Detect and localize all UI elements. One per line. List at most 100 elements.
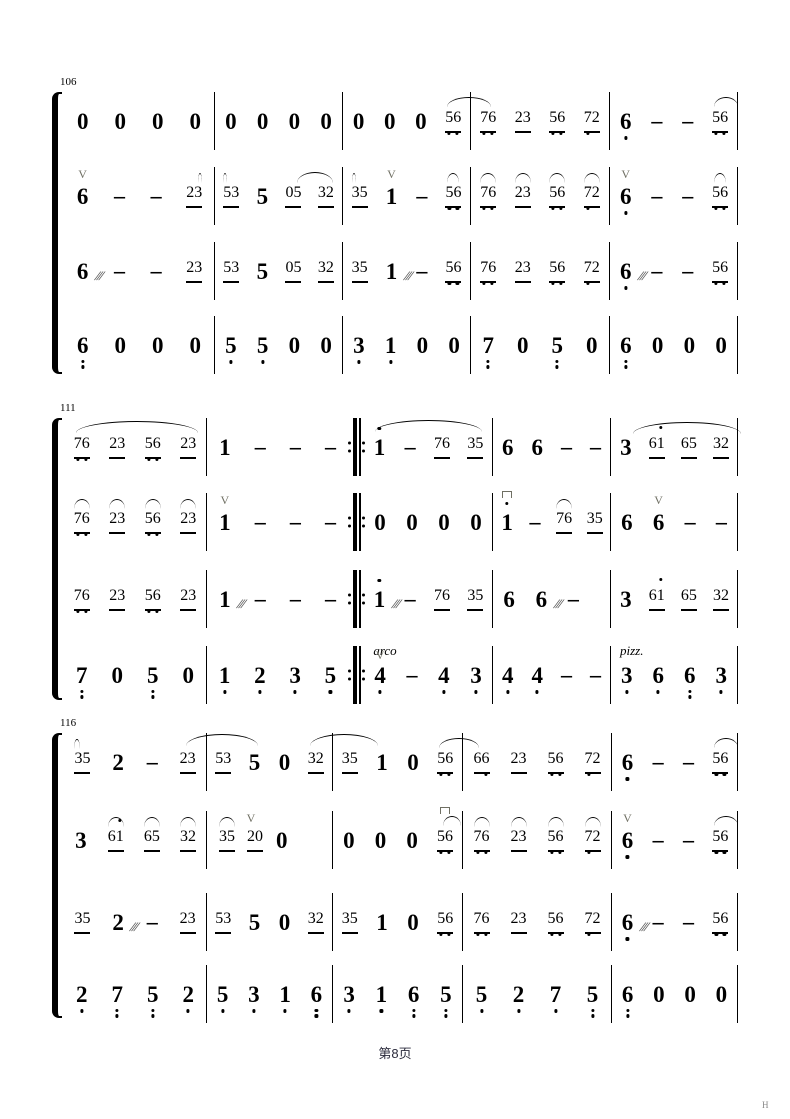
measure[interactable]: 1 – 7 6 3 5: [364, 418, 492, 476]
measure[interactable]: 7 6 2 3 5 6 7 2: [470, 167, 609, 225]
measure[interactable]: 4 arco V – 4 3: [364, 644, 492, 704]
measure[interactable]: 3 1 0 0: [342, 316, 470, 374]
measure[interactable]: 7 6 2 3 5 6 7 2: [470, 242, 609, 300]
up-bow-icon: V: [654, 492, 663, 507]
measure[interactable]: 3 5 2/// – 2 3: [64, 893, 206, 951]
measure[interactable]: 3 5 1 0 5 6: [332, 893, 462, 951]
measure[interactable]: 1/// – – –: [206, 570, 348, 628]
note: 5: [549, 259, 557, 285]
beamed-note-group: 3 2: [317, 184, 334, 208]
note: 6: [502, 434, 514, 460]
measure[interactable]: 7 6 2 3 5 6 2 3: [64, 570, 206, 628]
measure[interactable]: 5 2 7 5: [462, 965, 611, 1023]
tremolo-icon: ///: [92, 267, 106, 283]
measure[interactable]: 6/// – – 5 6: [611, 893, 737, 951]
note: 0: [288, 332, 301, 358]
note: 7: [433, 587, 442, 604]
measure[interactable]: 7 6 2 3 5 6 7 2: [470, 92, 609, 150]
measure[interactable]: 7 6 2 3 5 6 2 3: [64, 493, 206, 551]
note: 6: [720, 184, 728, 210]
measure[interactable]: 3 6 1 6 5 3 2: [610, 418, 741, 476]
measure[interactable]: 0 0 0 0: [64, 92, 214, 150]
measure[interactable]: 7 6 2 3 5 6 7 2: [462, 811, 611, 869]
measure[interactable]: 6 – – 5 6: [611, 733, 739, 791]
measure-number: 111: [60, 402, 76, 414]
measure[interactable]: 2 7 5 2: [64, 965, 206, 1023]
note: 6: [621, 983, 635, 1018]
measure[interactable]: 4 4 – –: [492, 646, 610, 704]
measure[interactable]: 5 3 5 0 3 2: [206, 733, 378, 791]
measure[interactable]: 5 5 0 0: [214, 316, 342, 374]
dash: –: [682, 258, 694, 283]
measure[interactable]: 5 3 5 0 5 3 2: [214, 242, 342, 300]
note: 0: [651, 332, 664, 358]
measure[interactable]: 6 6/// –: [492, 570, 610, 628]
measure[interactable]: 0 0 0 5 6: [332, 807, 462, 869]
beamed-note-group: 2 3: [514, 109, 531, 133]
note: 2: [315, 910, 324, 927]
measure[interactable]: 6/// – – 5 6: [609, 242, 737, 300]
note: 5: [688, 435, 697, 452]
measure[interactable]: 6 6 – –: [492, 418, 610, 476]
measure[interactable]: 6 – – 5 6: [609, 92, 739, 150]
measure[interactable]: 7 6 2 3 5 6 7 2: [462, 893, 611, 951]
measure[interactable]: 3 5 2 – 2 3: [64, 733, 258, 791]
note: 1: [657, 578, 665, 605]
measure[interactable]: 1 – 7 6 3 5: [492, 490, 610, 551]
note: 6: [445, 828, 453, 854]
measure[interactable]: 5 3 5 0 5 3 2: [214, 167, 342, 225]
dash: –: [404, 586, 416, 611]
measure[interactable]: 3 6 1 6 5 3 2: [610, 570, 737, 628]
system-brace: [52, 92, 62, 374]
measure[interactable]: 5 3 5 0 3 2: [206, 893, 332, 951]
measure[interactable]: 1 2 3 5: [206, 646, 348, 704]
measure[interactable]: 0 0 0 0: [364, 493, 492, 551]
beamed-note-group: 3 5: [341, 910, 358, 934]
beamed-note-group: 7 6: [433, 587, 450, 611]
measure[interactable]: 6 0 0 0: [64, 316, 214, 374]
measure[interactable]: 3 1 6 5: [332, 965, 462, 1023]
measure[interactable]: 3 pizz. 6 6 3: [610, 644, 737, 704]
note: 6: [153, 510, 161, 536]
note: 6: [453, 184, 461, 210]
note: 3: [467, 435, 476, 452]
measure[interactable]: 6 0 0 0: [609, 316, 737, 374]
measure[interactable]: 6/// – – 2 3: [64, 242, 214, 300]
measure[interactable]: 0 0 0 5 6: [342, 92, 492, 150]
dash: –: [146, 909, 158, 934]
dash: –: [150, 258, 162, 283]
note: 5: [551, 334, 565, 369]
note: 6: [76, 334, 90, 369]
note: 0: [288, 108, 301, 134]
beamed-note-group: 5 6: [437, 910, 454, 936]
measure[interactable]: 6 0 0 0: [611, 965, 737, 1023]
note: 3: [223, 910, 232, 927]
measure[interactable]: 3 6 1 6 5 3 2: [64, 811, 206, 869]
measure[interactable]: 3 5 1/// – 5 6: [342, 242, 470, 300]
measure[interactable]: 1 – – –: [206, 418, 348, 476]
note: 7: [480, 259, 488, 285]
note: 5: [548, 750, 556, 776]
measure[interactable]: 0 0 0 0: [214, 92, 342, 150]
note: 5: [256, 183, 269, 209]
note: 1///: [373, 578, 402, 611]
measure[interactable]: 5 3 1 6: [206, 965, 332, 1023]
measure[interactable]: 1/// – 7 6 3 5: [364, 570, 492, 628]
note: 6: [153, 435, 161, 461]
measure[interactable]: 3 5 1 0 5 6: [332, 733, 480, 791]
measure[interactable]: 7 6 2 3 5 6 2 3: [64, 418, 206, 476]
measure[interactable]: 7 0 5 0: [64, 646, 206, 704]
note: 6: [720, 910, 728, 936]
note: 3: [712, 587, 721, 604]
measure[interactable]: 6 6 2 3 5 6 7 2: [462, 733, 611, 791]
measure[interactable]: 7 0 5 0: [470, 316, 609, 374]
note: 3 pizz.: [620, 644, 643, 694]
